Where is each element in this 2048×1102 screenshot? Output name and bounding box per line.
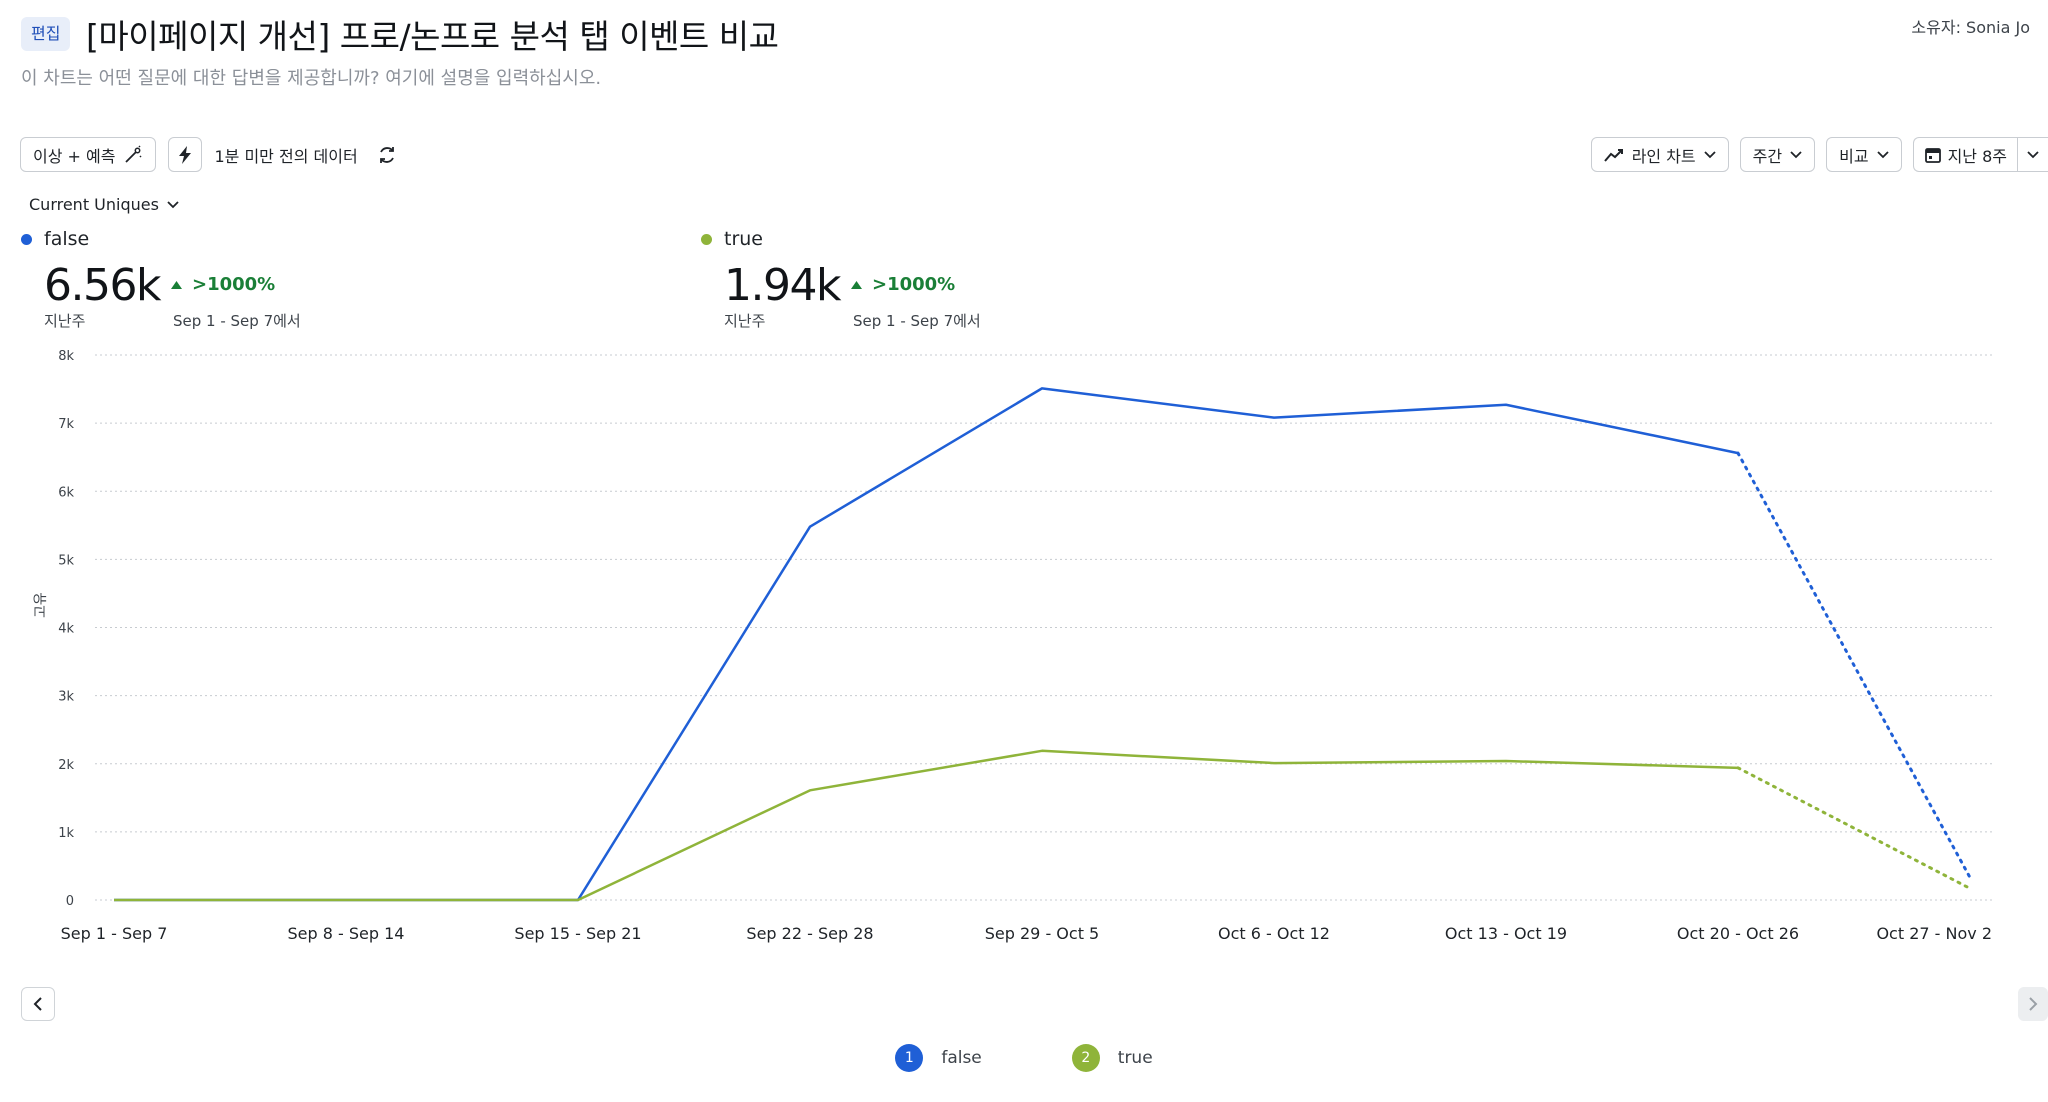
series-line-incomplete-true [1736,766,1972,890]
summary-value: 6.56k [44,260,161,311]
y-tick-label: 8k [58,349,74,364]
y-tick-label: 6k [58,485,74,500]
chart-type-label: 라인 차트 [1631,146,1696,166]
y-tick-label: 7k [58,417,74,432]
y-axis-title: 고유 [33,592,49,618]
legend-item-false[interactable]: 1 false [895,1044,982,1072]
summary-delta: >1000% [171,274,275,295]
compare-dropdown[interactable]: 비교 [1826,137,1902,172]
series-line-false [114,387,1739,902]
y-tick-label: 0 [66,894,74,909]
summary-series-label: true [724,228,763,250]
x-tick-label: Sep 1 - Sep 7 [61,924,168,943]
compare-label: 비교 [1839,146,1869,166]
lightning-icon [179,145,192,164]
summary-value: 1.94k [724,260,841,311]
interval-label: 주간 [1752,146,1783,166]
summary-series-name: false [21,228,89,250]
legend-label: true [1117,1048,1153,1068]
summary-delta-value: >1000% [872,274,956,295]
legend-item-true[interactable]: 2 true [1071,1044,1153,1072]
legend-number-badge: 1 [895,1044,924,1072]
legend-label: false [941,1048,982,1068]
series-dot [701,233,712,245]
series-line-true [114,749,1739,902]
series-dot [21,233,32,245]
chevron-down-icon [1704,150,1716,158]
x-tick-label: Sep 22 - Sep 28 [746,924,873,943]
toolbar-right: 라인 차트 주간 비교 지난 8주 [1590,137,2048,172]
y-tick-label: 4k [58,622,74,637]
y-tick-label: 5k [58,553,74,568]
metric-dropdown[interactable]: Current Uniques [29,195,179,214]
interval-dropdown[interactable]: 주간 [1739,137,1816,172]
x-tick-label: Sep 29 - Oct 5 [985,924,1099,943]
chevron-left-icon [33,997,42,1011]
y-tick-label: 1k [58,826,74,841]
x-tick-label: Oct 27 - Nov 2 [1876,924,1992,943]
date-range-chevron[interactable] [2018,138,2048,171]
chevron-down-icon [2027,150,2039,158]
summary-delta-value: >1000% [192,274,276,295]
summary-period: 지난주 [724,312,766,330]
metric-label: Current Uniques [29,195,159,214]
triangle-up-icon [171,280,182,289]
edit-badge[interactable]: 편집 [21,17,71,51]
summary-delta-period: Sep 1 - Sep 7에서 [173,312,301,330]
line-chart-icon [1603,148,1623,162]
page-title[interactable]: [마이페이지 개선] 프로/논프로 분석 탭 이벤트 비교 [86,17,779,56]
x-tick-label: Oct 20 - Oct 26 [1677,924,1799,943]
legend-number-badge: 2 [1071,1044,1100,1072]
x-tick-label: Sep 8 - Sep 14 [288,924,405,943]
triangle-up-icon [851,280,862,289]
summary-series-name: true [701,228,763,250]
owner-label: 소유자: Sonia Jo [1911,18,2030,37]
scroll-left-button[interactable] [21,987,55,1021]
scroll-right-button[interactable] [2018,987,2048,1021]
y-tick-label: 2k [58,758,74,773]
chart-legend: 1 false 2 true [0,1044,2048,1072]
chevron-down-icon [1876,150,1889,158]
data-freshness-label: 1분 미만 전의 데이터 [214,146,358,166]
series-line-incomplete-false [1736,451,1972,880]
chevron-down-icon [167,200,179,208]
date-range-picker[interactable]: 지난 8주 [1912,137,2048,172]
toolbar-left: 이상 + 예측 1분 미만 전의 데이터 [20,137,398,172]
summary-false: false 6.56k 지난주 >1000% Sep 1 - Sep 7에서 [21,228,301,330]
anomaly-forecast-button[interactable]: 이상 + 예측 [20,137,157,172]
date-range-button[interactable]: 지난 8주 [1914,138,2018,171]
summary-series-label: false [44,228,90,250]
summary-true: true 1.94k 지난주 >1000% Sep 1 - Sep 7에서 [701,228,981,330]
date-range-label: 지난 8주 [1947,146,2007,166]
refresh-icon[interactable] [376,144,398,166]
summary-period: 지난주 [44,312,86,330]
summary-delta: >1000% [851,274,955,295]
x-tick-label: Oct 13 - Oct 19 [1445,924,1567,943]
calendar-icon [1924,147,1941,163]
line-chart[interactable]: 0 1k 2k 3k 4k 5k 6k 7k 8k Sep 1 - Sep 7 Sep 8 - Se… [0,0,2048,1000]
summary-delta-period: Sep 1 - Sep 7에서 [853,312,981,330]
chart-type-dropdown[interactable]: 라인 차트 [1590,137,1729,172]
anomaly-forecast-label: 이상 + 예측 [33,146,116,166]
x-tick-label: Sep 15 - Sep 21 [514,924,641,943]
y-tick-label: 3k [58,690,74,705]
data-freshness: 1분 미만 전의 데이터 [214,143,397,167]
x-tick-label: Oct 6 - Oct 12 [1218,924,1330,943]
wand-icon [125,144,142,163]
chevron-right-icon [2029,997,2038,1011]
lightning-button[interactable] [168,137,203,172]
chevron-down-icon [1790,150,1802,158]
chart-description[interactable]: 이 차트는 어떤 질문에 대한 답변을 제공합니까? 여기에 설명을 입력하십시… [21,68,602,89]
